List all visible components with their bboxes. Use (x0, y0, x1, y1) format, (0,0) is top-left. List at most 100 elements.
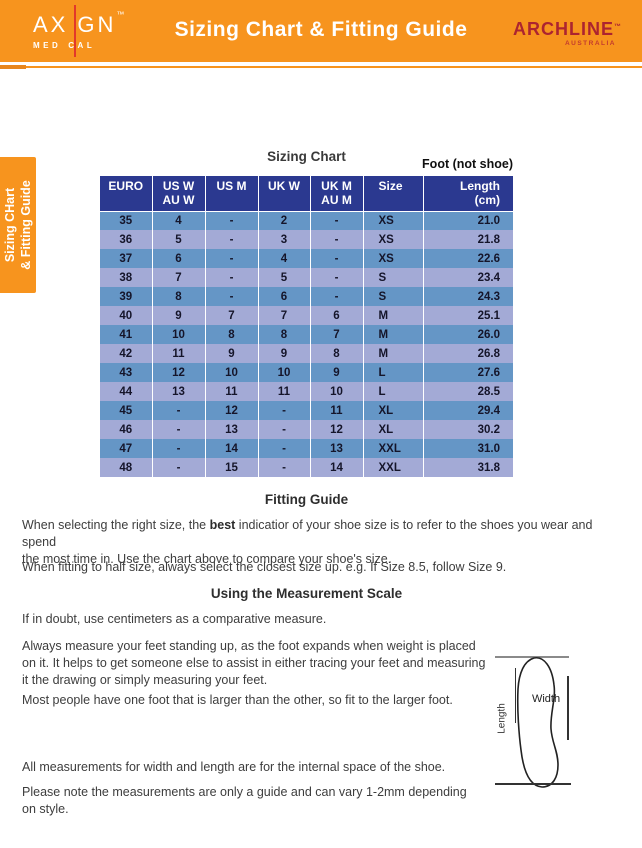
table-cell: 13 (204, 420, 258, 439)
sizing-chart-title: Sizing Chart (267, 149, 346, 164)
foot-outline-icon (516, 657, 559, 788)
column-header: UK M AU M (309, 176, 363, 212)
sizing-table-header-row: EURO US W AU W US M UK W UK M AU M Size Length (c… (100, 176, 513, 212)
table-cell: - (204, 230, 258, 249)
table-cell: 41 (119, 328, 133, 341)
table-cell: - (151, 458, 205, 477)
table-cell: XL (362, 420, 423, 439)
archline-subtext: AUSTRALIA (564, 40, 616, 47)
header-bar: AX GN ™ MED CAL Sizing Chart & Fitting G… (0, 0, 642, 62)
measurement-paragraph-2: Always measure your feet standing up, as… (22, 639, 486, 687)
table-cell: 37 (119, 252, 133, 265)
table-cell: - (257, 401, 310, 420)
table-cell: 6 (309, 306, 363, 325)
table-cell: XS (362, 211, 423, 230)
table-cell: M (362, 306, 423, 325)
table-cell: M (362, 325, 423, 344)
table-cell: XXL (362, 458, 423, 477)
diagram-bottom-line (495, 783, 571, 785)
axign-sub-part1: MED (33, 41, 62, 50)
table-cell: 21.0 (422, 211, 513, 230)
table-cell: 22.6 (422, 249, 513, 268)
table-row: 44 13 11 11 10 L 28.5 (100, 382, 513, 401)
table-cell: - (309, 268, 363, 287)
table-cell: S (362, 287, 423, 306)
table-cell: 6 (257, 287, 310, 306)
table-cell: 8 (204, 325, 258, 344)
table-cell: 11 (151, 344, 205, 363)
table-cell: 36 (119, 233, 133, 246)
axign-logo-subtext: MED CAL (33, 41, 124, 50)
table-cell: 48 (119, 461, 133, 474)
table-cell: 26.8 (422, 344, 513, 363)
fg-p1-pre: When selecting the right size, the (22, 518, 210, 532)
table-cell: 11 (204, 382, 258, 401)
table-row: 46-13-12 XL 30.2 (100, 420, 513, 439)
table-row: 37 6-4- XS 22.6 (100, 249, 513, 268)
table-cell: 7 (204, 306, 258, 325)
archline-wordmark: ARCHLINE (513, 19, 614, 39)
table-cell: L (362, 363, 423, 382)
table-cell: 8 (309, 344, 363, 363)
axign-sub-part2: CAL (68, 41, 96, 50)
table-cell: - (309, 249, 363, 268)
table-cell: 7 (257, 306, 310, 325)
axign-sub-gap (61, 41, 68, 50)
column-header: Size (362, 176, 423, 212)
table-cell: M (362, 344, 423, 363)
table-cell: - (204, 268, 258, 287)
table-cell: 23.4 (422, 268, 513, 287)
table-cell: 43 (119, 366, 133, 379)
table-cell: 13 (309, 439, 363, 458)
table-cell: 11 (257, 382, 310, 401)
table-cell: 46 (119, 423, 133, 436)
table-cell: 39 (119, 290, 133, 303)
diagram-length-label: Length (496, 703, 508, 734)
table-cell: - (257, 420, 310, 439)
table-cell: 25.1 (422, 306, 513, 325)
fitting-guide-paragraph-2: When fitting to half size, always select… (22, 560, 507, 574)
table-cell: - (151, 439, 205, 458)
table-cell: 12 (309, 420, 363, 439)
table-cell: XL (362, 401, 423, 420)
table-cell: - (204, 211, 258, 230)
side-tab-sizing-chart: Sizing CHart & Fitting Guide (0, 157, 36, 293)
table-row: 38 7-5- S 23.4 (100, 268, 513, 287)
table-cell: 24.3 (422, 287, 513, 306)
header-rule-accent (0, 65, 26, 69)
table-cell: 7 (151, 268, 205, 287)
table-cell: 9 (257, 344, 310, 363)
table-cell: 4 (257, 249, 310, 268)
table-cell: 42 (119, 347, 133, 360)
diagram-left-line (515, 668, 516, 723)
sizing-table-head: EURO US W AU W US M UK W UK M AU M Size Length (c… (100, 176, 513, 212)
table-cell: 14 (309, 458, 363, 477)
fitting-guide-heading: Fitting Guide (264, 492, 349, 507)
table-cell: 31.0 (422, 439, 513, 458)
table-row: 35 4-2- XS 21.0 (100, 211, 513, 230)
table-cell: - (309, 211, 363, 230)
table-cell: 11 (309, 401, 363, 420)
column-header: UK W (257, 176, 310, 212)
fitting-guide-paragraph-1: When selecting the right size, the best … (22, 517, 607, 568)
diagram-right-line (567, 676, 569, 740)
fg-p1-bold: best (209, 518, 236, 532)
table-cell: 9 (309, 363, 363, 382)
table-row: 40 9 7 7 6 M 25.1 (100, 306, 513, 325)
column-header: Length (cm) (422, 176, 513, 212)
table-cell: 15 (204, 458, 258, 477)
table-cell: 38 (119, 271, 133, 284)
table-row: 43 12 10 10 9 L 27.6 (100, 363, 513, 382)
table-cell: S (362, 268, 423, 287)
table-cell: 21.8 (422, 230, 513, 249)
table-cell: 13 (151, 382, 205, 401)
table-cell: 5 (151, 230, 205, 249)
table-row: 39 8-6- S 24.3 (100, 287, 513, 306)
table-cell: - (204, 249, 258, 268)
table-cell: 9 (204, 344, 258, 363)
table-cell: 27.6 (422, 363, 513, 382)
page-title: Sizing Chart & Fitting Guide (174, 18, 468, 41)
table-cell: XS (362, 230, 423, 249)
table-cell: - (151, 401, 205, 420)
table-row: 36 5-3- XS 21.8 (100, 230, 513, 249)
